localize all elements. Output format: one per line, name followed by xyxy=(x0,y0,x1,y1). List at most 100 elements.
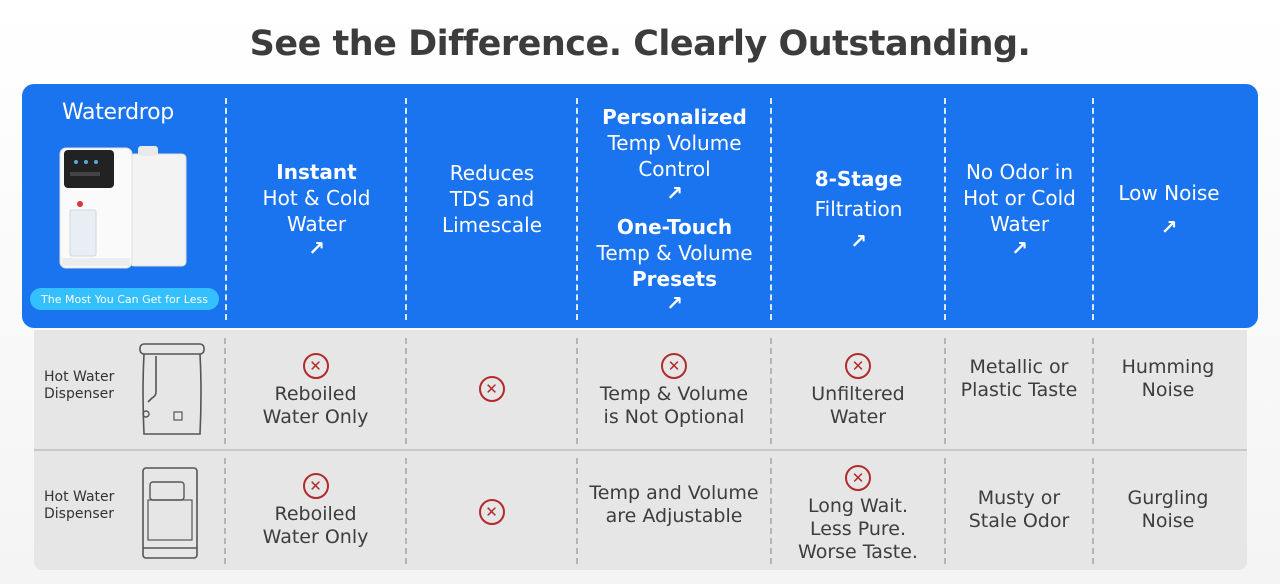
cell-line: Water xyxy=(829,406,887,428)
header-divider xyxy=(225,98,227,320)
cell-line: Water Only xyxy=(262,526,369,548)
x-circle-icon: ✕ xyxy=(478,376,505,402)
row-divider xyxy=(34,449,1247,451)
feature-header-band xyxy=(22,84,1258,328)
row1-tds: ✕ xyxy=(407,338,576,444)
feature-line: Temp & Volume xyxy=(596,241,753,265)
kettle-dispenser-icon xyxy=(139,343,205,435)
row1-noise: Humming Noise xyxy=(1094,338,1242,420)
cell-divider xyxy=(944,458,946,564)
feature-line: Water xyxy=(989,212,1050,236)
header-divider xyxy=(1092,98,1094,320)
cell-line: Unfiltered xyxy=(811,383,905,405)
arrow-up-right-icon: ↗ xyxy=(666,291,683,315)
feature-line: TDS and xyxy=(449,187,535,211)
arrow-up-right-icon: ↗ xyxy=(666,181,683,205)
cell-line: is Not Optional xyxy=(603,406,745,428)
feature-line: No Odor in xyxy=(965,160,1074,184)
cell-line: Reboiled xyxy=(274,503,357,525)
cell-divider xyxy=(576,338,578,444)
feature-line: Temp Volume xyxy=(607,131,742,155)
feature-instant-hot-cold: Instant Hot & Cold Water ↗ xyxy=(228,98,405,320)
x-circle-icon: ✕ xyxy=(845,353,871,379)
row-label-line: Hot Water xyxy=(44,369,115,385)
row1-reboiled: ✕ Reboiled Water Only xyxy=(226,338,405,444)
feature-title: Personalized xyxy=(602,105,747,129)
row-label-line: Hot Water xyxy=(44,489,115,505)
brand-logo: Waterdrop xyxy=(62,100,174,125)
feature-temp-volume: Personalized Temp Volume Control ↗ One-T… xyxy=(579,104,770,322)
row2-noise: Gurgling Noise xyxy=(1094,458,1242,562)
cell-divider xyxy=(405,458,407,564)
cell-line: Metallic or xyxy=(969,356,1069,378)
feature-no-odor: No Odor in Hot or Cold Water ↗ xyxy=(947,98,1092,320)
feature-line: Filtration xyxy=(814,197,903,221)
tagline-pill: The Most You Can Get for Less xyxy=(30,288,219,310)
feature-line: Control xyxy=(638,157,711,181)
x-circle-icon: ✕ xyxy=(302,473,329,499)
arrow-up-right-icon: ↗ xyxy=(850,229,867,253)
arrow-up-right-icon: ↗ xyxy=(308,236,325,260)
water-dispenser-product-icon xyxy=(59,146,187,269)
cell-divider xyxy=(1092,338,1094,444)
feature-line: Low Noise xyxy=(1118,181,1220,205)
feature-title: One-Touch xyxy=(616,215,733,239)
cell-line: Worse Taste. xyxy=(798,540,918,563)
feature-title: Instant xyxy=(276,160,357,184)
row2-filtration: ✕ Long Wait. Less Pure. Worse Taste. xyxy=(772,458,944,570)
feature-line: Hot & Cold xyxy=(262,186,371,210)
cell-line: Humming xyxy=(1121,356,1215,378)
feature-line: Reduces xyxy=(449,161,535,185)
row-label-line: Dispenser xyxy=(44,506,114,522)
x-circle-icon: ✕ xyxy=(845,464,871,491)
feature-line: Hot or Cold xyxy=(963,186,1076,210)
row1-temp-volume: ✕ Temp & Volume is Not Optional xyxy=(578,338,770,444)
cell-line: Stale Odor xyxy=(968,510,1070,532)
cell-line: Musty or xyxy=(977,487,1061,509)
cell-divider xyxy=(770,458,772,564)
row2-reboiled: ✕ Reboiled Water Only xyxy=(226,458,405,564)
cell-line: Noise xyxy=(1141,379,1195,401)
cell-line: Gurgling xyxy=(1127,487,1209,509)
header-divider xyxy=(405,98,407,320)
x-circle-icon: ✕ xyxy=(478,499,505,525)
cell-line: Plastic Taste xyxy=(960,379,1078,401)
header-divider xyxy=(770,98,772,320)
arrow-up-right-icon: ↗ xyxy=(1160,215,1178,239)
cell-divider xyxy=(224,458,226,564)
cell-line: Noise xyxy=(1141,510,1195,532)
row1-filtration: ✕ Unfiltered Water xyxy=(772,338,944,444)
countertop-dispenser-icon xyxy=(142,467,198,559)
row-label: Hot Water Dispenser xyxy=(44,489,114,523)
feature-title: 8-Stage xyxy=(814,167,903,191)
cell-divider xyxy=(770,338,772,444)
feature-line: Water xyxy=(286,212,347,236)
feature-low-noise: Low Noise ↗ xyxy=(1095,98,1243,320)
cell-divider xyxy=(576,458,578,564)
arrow-up-right-icon: ↗ xyxy=(1011,236,1028,260)
feature-reduces-tds: Reduces TDS and Limescale xyxy=(408,98,576,300)
cell-divider xyxy=(224,338,226,444)
feature-line: Limescale xyxy=(441,213,543,237)
page-title: See the Difference. Clearly Outstanding. xyxy=(249,24,1031,64)
row-label: Hot Water Dispenser xyxy=(44,369,114,403)
row2-odor: Musty or Stale Odor xyxy=(946,458,1092,562)
header-divider xyxy=(944,98,946,320)
cell-line: Water Only xyxy=(262,406,369,428)
x-circle-icon: ✕ xyxy=(302,353,329,379)
cell-line: Temp & Volume xyxy=(599,383,749,405)
cell-line: are Adjustable xyxy=(605,505,743,527)
row-label-line: Dispenser xyxy=(44,386,114,402)
row2-temp-volume: Temp and Volume are Adjustable xyxy=(578,458,770,552)
row1-odor: Metallic or Plastic Taste xyxy=(946,338,1092,420)
header-divider xyxy=(576,98,578,320)
cell-line: Temp and Volume xyxy=(589,482,759,504)
feature-8-stage: 8-Stage Filtration ↗ xyxy=(773,98,944,320)
cell-line: Less Pure. xyxy=(809,517,907,540)
feature-title: Presets xyxy=(631,267,718,291)
cell-divider xyxy=(1092,458,1094,564)
cell-divider xyxy=(944,338,946,444)
x-circle-icon: ✕ xyxy=(661,353,687,379)
row2-tds: ✕ xyxy=(407,458,576,570)
cell-divider xyxy=(405,338,407,444)
